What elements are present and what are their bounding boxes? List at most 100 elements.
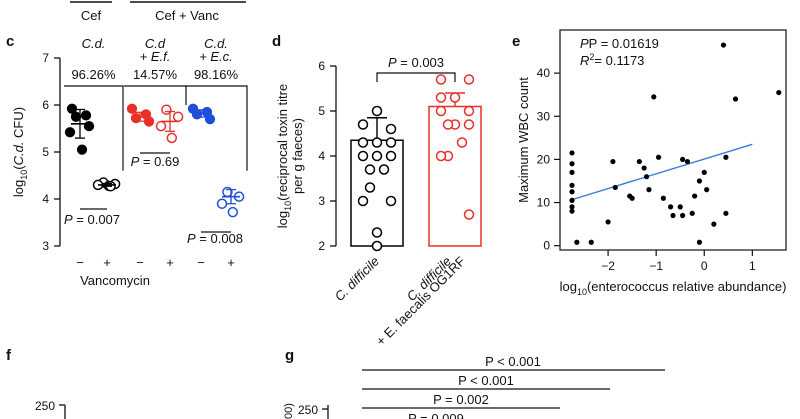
panel-g-chart: P < 0.001 P < 0.001 P = 0.002 P = 0.009 … [283,354,665,419]
panel-e-point [660,195,666,201]
panel-d-point [435,74,447,85]
panel-e-point [588,239,594,245]
panel-e-plot-frame [559,29,787,251]
panel-label-f: f [6,347,12,364]
panel-e-ticks: 0 10 20 30 40 −2 −1 0 1 [537,66,756,273]
panel-e-point [610,158,616,165]
panel-e-r-squared: R2= 0.1173 [580,52,644,68]
panel-d-p-value: P = 0.003 [388,55,444,70]
panel-d-point [385,150,397,162]
panel-e-point [569,182,575,188]
panel-e-point [689,210,695,216]
panel-g-y-axis-label-fragment: 00) [283,403,295,419]
panel-e-x-tick-label: −2 [601,259,615,273]
panel-c-point [227,206,239,218]
panel-c-x-axis-label: Vancomycin [80,273,150,288]
panel-d-point [357,195,369,207]
panel-c-p-value: P = 0.007 [64,212,120,227]
panel-e-point [574,239,580,245]
panel-e-point [569,208,575,214]
panel-e-fit-line [569,143,753,202]
panel-c-point [166,132,178,144]
panel-d-category-label-2b: + E. faecalis OG1RF [373,253,468,348]
panel-e-point [655,154,662,160]
panel-c-point [143,116,155,127]
panel-label-e: e [512,33,520,50]
panel-c-y-tick-label: 5 [42,145,49,159]
panel-e-point [629,195,635,201]
panel-c-percent-label: 14.57% [133,67,178,82]
panel-e-point [569,189,575,195]
panel-c-y-ticks: 3 4 5 6 7 [42,51,60,253]
panel-e-point [684,158,691,165]
panel-e-point [636,158,642,165]
panel-d-point [456,137,468,148]
panel-e-point [704,187,710,193]
panel-c-x-tick-label: − [76,255,84,270]
panel-c-x-tick-label: − [136,255,144,270]
panel-d-point [463,74,475,85]
panel-d-y-ticks: 2 3 4 5 6 [318,59,336,253]
panel-e-point [692,193,698,199]
panel-c-point [126,103,138,114]
panel-c-x-ticks: − + − + − + [76,255,235,270]
panel-e-y-tick-label: 0 [543,239,550,253]
panel-label-d: d [272,33,281,50]
panel-e-point [776,89,782,96]
panel-d-point [364,182,376,193]
panel-d-point [435,150,447,162]
panel-d-point [371,227,383,238]
panel-d-point [385,195,397,207]
panel-e-point [646,187,652,193]
panel-e-y-axis-label: Maximum WBC count [516,77,531,203]
header: Cef Cef + Vanc [70,1,246,23]
panel-c-x-tick-label: + [166,255,174,270]
panel-d-point [378,164,390,175]
panel-d-point [364,164,376,175]
panel-c-group-label: C.d [145,36,166,51]
panel-e-point [680,212,686,219]
panel-e-point [720,42,727,48]
panel-c-y-axis-label: log10(C.d. CFU) [11,107,29,197]
panel-e-point [732,96,739,102]
panel-e-p-value: PP = 0.01619 [580,36,659,51]
panel-d-point [357,119,369,130]
panel-f-chart: 250 [35,399,66,419]
panel-f-y-tick-label: 250 [35,399,55,413]
panel-c-marks: C.d.96.26%C.d+ E.f.14.57%C.d.+ E.c.98.16… [64,36,248,246]
panel-label-g: g [285,347,294,364]
panel-e-x-axis-label: log10(enterococcus relative abundance) [560,279,787,297]
panel-d-point [442,119,454,130]
panel-c-percent-label: 96.26% [71,67,116,82]
panel-e-point [723,154,729,160]
panel-d-chart: 2 3 4 5 6 P = 0.003 log10(reciprocal toxin t… [275,55,482,349]
panel-c-point [80,110,92,121]
panel-d-point [385,123,397,135]
panel-c-point [155,120,167,132]
panel-c-group-label: + E.f. [140,49,171,64]
panel-e-point [641,165,647,171]
panel-d-point [463,209,475,220]
panel-e-x-tick-label: 1 [749,259,756,273]
cef-vanc-label: Cef + Vanc [155,8,219,23]
panel-c-group-label: + E.c. [199,49,233,64]
panel-e-point [569,150,575,156]
panel-e-y-tick-label: 10 [537,196,551,210]
panel-e-y-tick-label: 40 [537,66,551,80]
panel-e-point [569,161,575,167]
panel-d-y-tick-label: 6 [318,59,325,73]
panel-c-point [70,111,82,122]
panel-c-bracket [185,85,248,171]
panel-label-c: c [6,33,14,50]
panel-d-y-axis-label-1: log10(reciprocal toxin titre [275,84,293,228]
panel-e-point [569,204,575,210]
panel-c-x-tick-label: + [103,255,111,270]
panel-e-point [569,169,575,175]
cef-label: Cef [81,8,102,23]
panel-e-point [612,184,618,191]
panel-c-point [76,144,88,155]
panel-c-y-tick-label: 7 [42,51,49,65]
panel-d-point [463,119,475,130]
